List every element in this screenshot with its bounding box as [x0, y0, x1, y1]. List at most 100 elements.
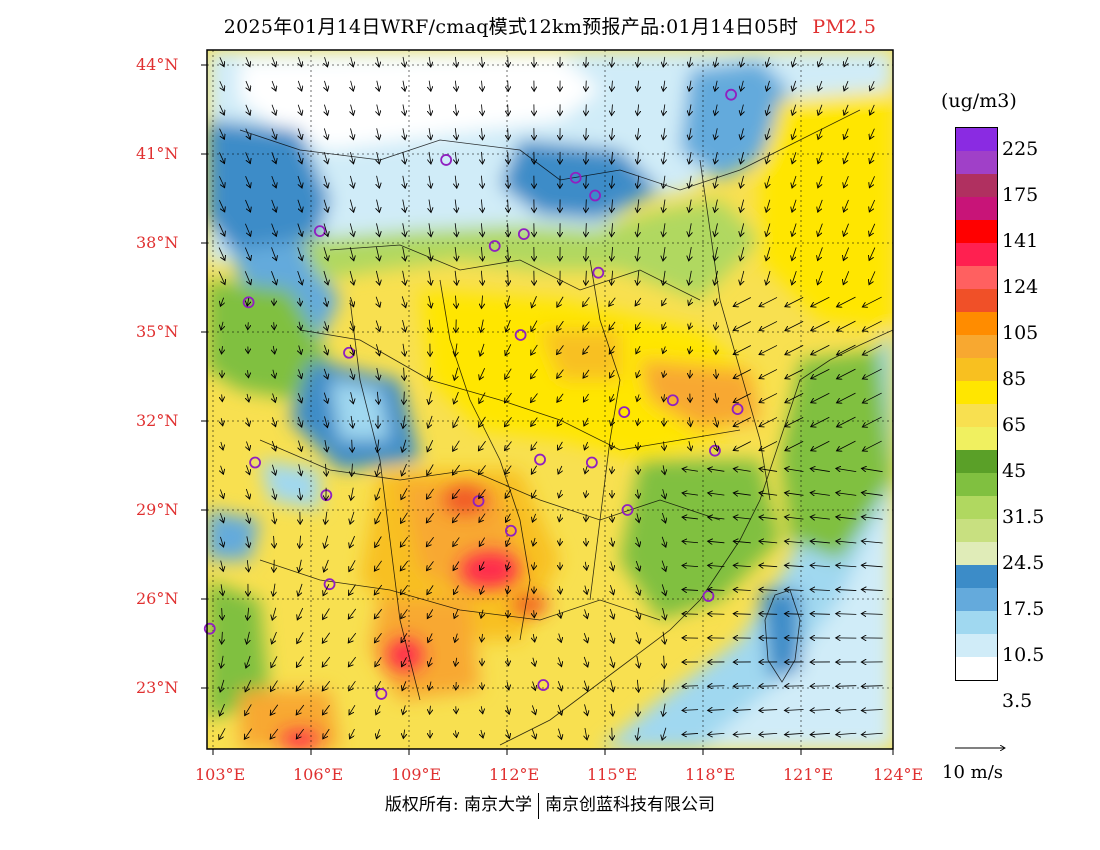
wind-arrow — [810, 614, 830, 615]
wind-arrow — [733, 493, 751, 495]
wind-arrow — [273, 512, 275, 524]
wind-arrow — [811, 320, 830, 331]
wind-arrow — [481, 729, 483, 738]
colorbar-label: 17.5 — [1002, 598, 1045, 620]
wind-arrow — [531, 417, 538, 427]
wind-arrow — [733, 321, 752, 331]
lon-label-109: 109°E — [391, 765, 442, 784]
wind-arrow — [376, 705, 380, 715]
wind-arrow — [533, 657, 535, 666]
wind-arrow — [715, 298, 717, 305]
wind-arrow — [792, 199, 797, 212]
wind-arrow — [349, 680, 356, 691]
wind-arrow — [374, 608, 383, 619]
wind-arrow — [609, 321, 616, 330]
wind-arrow — [792, 128, 796, 139]
wind-arrow — [612, 104, 613, 115]
wind-arrow — [219, 128, 225, 140]
wind-arrow — [350, 175, 353, 188]
wind-arrow — [481, 246, 482, 261]
wind-arrow — [377, 56, 379, 67]
wind-arrow — [376, 344, 379, 355]
wind-arrow — [843, 271, 850, 284]
wind-arrow — [611, 418, 614, 426]
wind-arrow — [455, 199, 457, 212]
wind-arrow — [298, 392, 301, 403]
city-marker — [569, 171, 582, 184]
wind-arrow — [427, 609, 434, 618]
wind-arrow — [480, 343, 485, 356]
wind-arrow — [785, 493, 804, 496]
wind-arrow — [611, 175, 612, 189]
wind-arrow — [612, 56, 613, 67]
wind-arrow — [218, 199, 224, 212]
wind-arrow — [324, 128, 327, 139]
wind-arrow — [837, 416, 856, 427]
wind-arrow — [427, 440, 434, 452]
wind-arrow — [636, 560, 639, 571]
wind-arrow — [663, 346, 666, 353]
wind-arrow — [508, 199, 509, 212]
wind-arrow — [429, 104, 431, 115]
wind-arrow — [733, 297, 752, 307]
wind-arrow — [861, 517, 883, 519]
wind-arrow — [403, 175, 405, 188]
wind-arrow — [298, 440, 301, 452]
colorbar-label: 65 — [1002, 414, 1027, 436]
wind-arrow — [862, 440, 882, 451]
wind-arrow — [505, 392, 512, 403]
wind-arrow — [220, 297, 223, 307]
wind-arrow — [352, 439, 353, 453]
wind-arrow — [708, 710, 725, 711]
wind-arrow — [377, 104, 380, 116]
wind-arrow — [350, 320, 354, 331]
wind-arrow — [861, 468, 883, 471]
wind-arrow — [377, 128, 380, 139]
wind-arrow — [836, 565, 857, 567]
wind-arrow — [508, 104, 509, 115]
wind-arrow — [272, 464, 275, 475]
wind-arrow — [759, 393, 778, 402]
wind-arrow — [637, 175, 638, 189]
wind-arrow — [271, 680, 278, 692]
wind-arrow — [837, 296, 856, 307]
wind-arrow — [663, 128, 665, 140]
wind-arrow — [375, 681, 382, 691]
wind-arrow — [221, 584, 223, 595]
wind-arrow — [766, 175, 770, 188]
wind-arrow — [427, 561, 434, 570]
wind-arrow — [222, 608, 223, 620]
wind-arrow — [271, 223, 277, 237]
wind-arrow — [246, 465, 249, 474]
wind-arrow — [452, 488, 460, 499]
wind-arrow — [505, 465, 512, 475]
wind-arrow — [785, 392, 804, 402]
wind-arrow — [376, 247, 379, 261]
wind-arrow — [862, 296, 882, 307]
wind-arrow — [818, 223, 823, 237]
wind-arrow — [784, 589, 804, 590]
wind-arrow — [376, 487, 381, 500]
colorbar-cell — [956, 404, 997, 427]
wind-arrow — [272, 417, 275, 426]
wind-arrow — [583, 369, 590, 378]
wind-arrow — [818, 175, 823, 188]
wind-arrow — [481, 295, 482, 309]
colorbar-cell — [956, 358, 997, 381]
wind-arrow — [870, 80, 874, 91]
wind-arrow — [766, 152, 769, 164]
wind-arrow — [663, 703, 665, 717]
wind-arrow — [481, 223, 482, 237]
wind-arrow — [298, 152, 302, 164]
wind-arrow — [636, 346, 640, 354]
wind-arrow — [481, 151, 482, 164]
wind-arrow — [296, 656, 304, 668]
wind-arrow — [376, 729, 379, 739]
wind-arrow — [870, 128, 875, 140]
wind-arrow — [715, 128, 718, 139]
wind-arrow — [811, 416, 830, 427]
wind-arrow — [610, 585, 613, 595]
wind-arrow — [221, 441, 223, 450]
wind-arrow — [610, 393, 614, 402]
wind-arrow — [247, 560, 248, 572]
